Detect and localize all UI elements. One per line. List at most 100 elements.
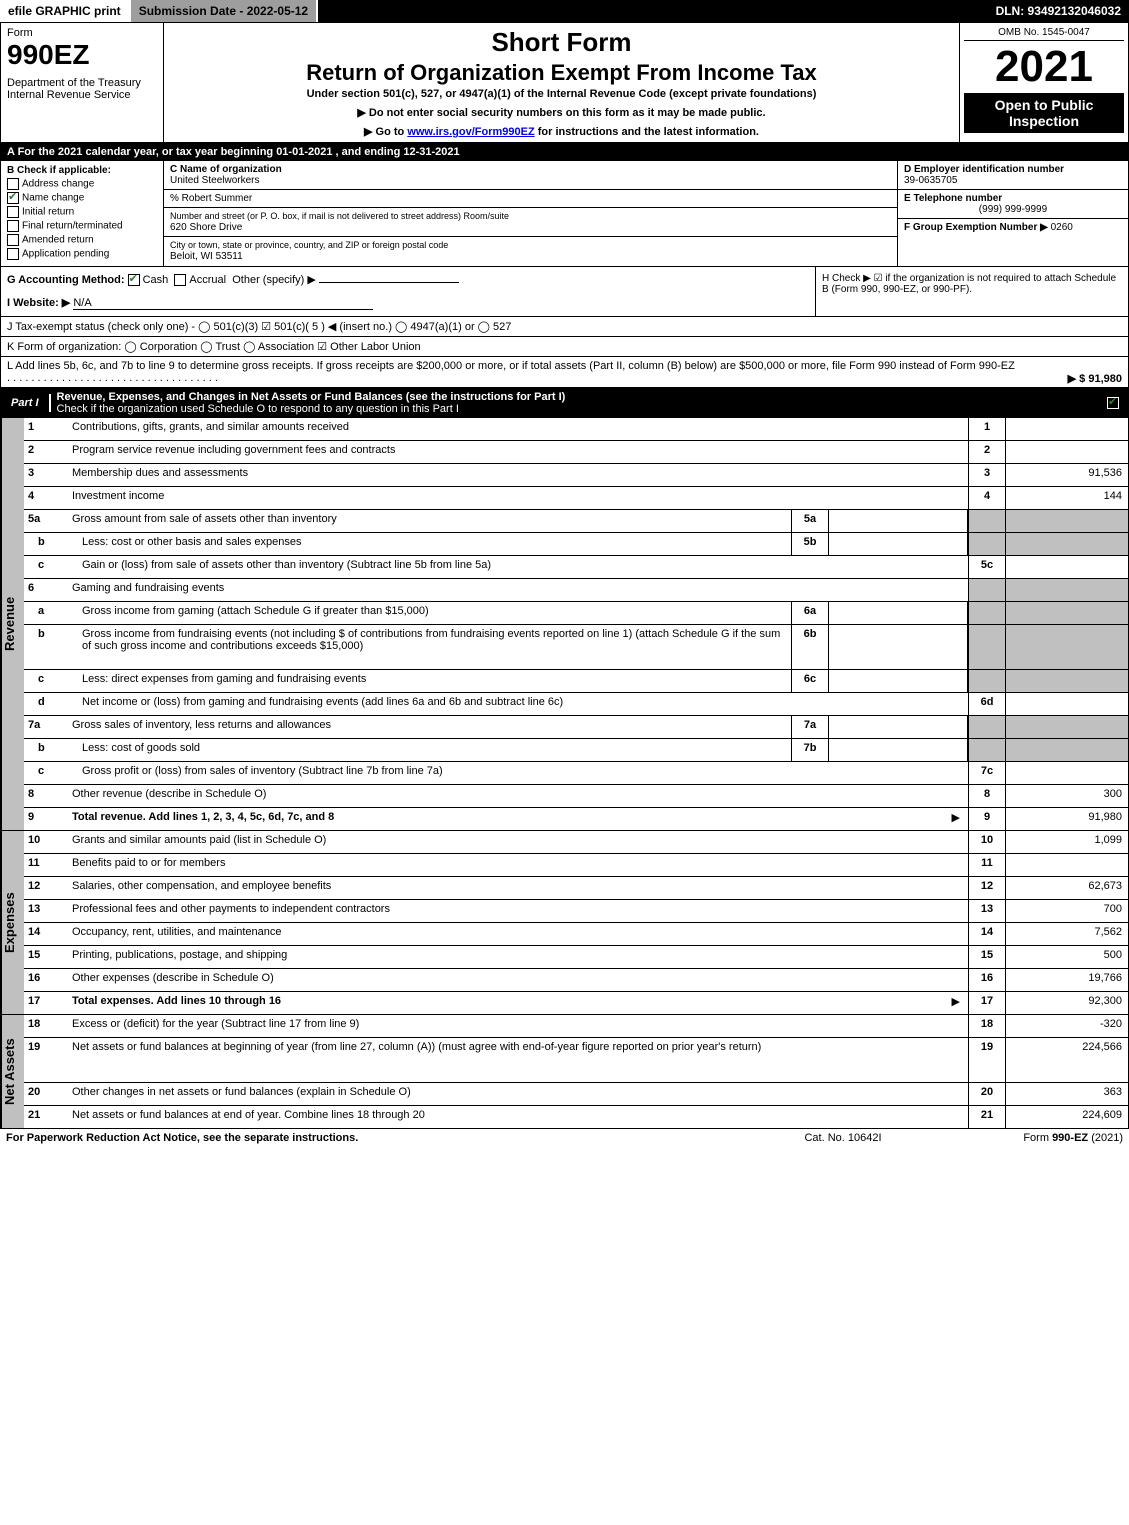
mid-line-number: 7b [791, 739, 829, 761]
right-line-value [1005, 533, 1128, 555]
right-line-value [1005, 716, 1128, 738]
efile-label[interactable]: efile GRAPHIC print [0, 0, 131, 22]
line-row: 18Excess or (deficit) for the year (Subt… [24, 1015, 1128, 1038]
footer-left: For Paperwork Reduction Act Notice, see … [6, 1132, 743, 1144]
checkbox[interactable] [7, 220, 19, 232]
checkbox[interactable] [7, 192, 19, 204]
checkbox[interactable] [7, 206, 19, 218]
line-number: 17 [24, 992, 68, 1014]
group-value: 0260 [1051, 222, 1073, 233]
group-label: F Group Exemption Number ▶ [904, 222, 1048, 233]
right-line-number: 4 [968, 487, 1005, 509]
right-line-value [1005, 556, 1128, 578]
checkbox[interactable] [7, 234, 19, 246]
line-l-text: L Add lines 5b, 6c, and 7b to line 9 to … [7, 360, 1015, 372]
line-description: Salaries, other compensation, and employ… [68, 877, 968, 899]
right-line-value: 500 [1005, 946, 1128, 968]
right-line-value [1005, 739, 1128, 761]
right-line-value: 91,536 [1005, 464, 1128, 486]
line-number: 9 [24, 808, 68, 830]
arrow-icon: ▶ [952, 811, 960, 824]
line-number: a [24, 602, 78, 624]
right-line-number: 14 [968, 923, 1005, 945]
right-line-number: 2 [968, 441, 1005, 463]
mid-line-value [829, 670, 968, 692]
line-row: 11Benefits paid to or for members11 [24, 854, 1128, 877]
line-description: Less: cost or other basis and sales expe… [78, 533, 791, 555]
line-description: Occupancy, rent, utilities, and maintena… [68, 923, 968, 945]
right-line-value [1005, 510, 1128, 532]
line-row: bGross income from fundraising events (n… [24, 625, 1128, 670]
line-number: 12 [24, 877, 68, 899]
line-description: Net assets or fund balances at beginning… [68, 1038, 968, 1082]
form-header: Form 990EZ Department of the Treasury In… [1, 23, 1128, 143]
mid-line-number: 5a [791, 510, 829, 532]
checkbox[interactable] [7, 178, 19, 190]
expenses-rows: 10Grants and similar amounts paid (list … [24, 831, 1128, 1014]
schedule-o-checkbox[interactable] [1107, 397, 1119, 409]
header-mid: Short Form Return of Organization Exempt… [164, 23, 960, 142]
right-line-number: 17 [968, 992, 1005, 1014]
box-b: B Check if applicable: Address changeNam… [1, 161, 164, 266]
line-row: 19Net assets or fund balances at beginni… [24, 1038, 1128, 1083]
line-row: cGross profit or (loss) from sales of in… [24, 762, 1128, 785]
accrual-checkbox[interactable] [174, 274, 186, 286]
line-row: 6Gaming and fundraising events [24, 579, 1128, 602]
tax-year: 2021 [964, 45, 1124, 89]
right-line-number [968, 625, 1005, 669]
cash-checkbox[interactable] [128, 274, 140, 286]
mid-line-value [829, 533, 968, 555]
right-line-number: 20 [968, 1083, 1005, 1105]
right-line-number: 11 [968, 854, 1005, 876]
line-g: G Accounting Method: Cash Accrual Other … [1, 267, 815, 316]
line-row: cGain or (loss) from sale of assets othe… [24, 556, 1128, 579]
part-1-title-text: Revenue, Expenses, and Changes in Net As… [57, 391, 566, 403]
line-row: 7aGross sales of inventory, less returns… [24, 716, 1128, 739]
mid-line-number: 6a [791, 602, 829, 624]
checkbox[interactable] [7, 248, 19, 260]
right-line-number [968, 602, 1005, 624]
line-number: 3 [24, 464, 68, 486]
right-line-number: 16 [968, 969, 1005, 991]
footer-cat: Cat. No. 10642I [743, 1132, 943, 1144]
header-right: OMB No. 1545-0047 2021 Open to Public In… [960, 23, 1128, 142]
line-row: dNet income or (loss) from gaming and fu… [24, 693, 1128, 716]
line-row: aGross income from gaming (attach Schedu… [24, 602, 1128, 625]
accrual-label: Accrual [189, 274, 226, 286]
right-line-value: 19,766 [1005, 969, 1128, 991]
footer-right-post: (2021) [1088, 1132, 1123, 1144]
right-line-number: 3 [968, 464, 1005, 486]
form-word: Form [7, 27, 157, 39]
line-description: Less: direct expenses from gaming and fu… [78, 670, 791, 692]
part-1-header: Part I Revenue, Expenses, and Changes in… [1, 388, 1128, 418]
website-value: N/A [73, 297, 373, 310]
line-row: 17Total expenses. Add lines 10 through 1… [24, 992, 1128, 1014]
line-number: c [24, 762, 78, 784]
other-specify-line[interactable] [319, 282, 459, 283]
box-def: D Employer identification number 39-0635… [898, 161, 1128, 266]
line-description: Program service revenue including govern… [68, 441, 968, 463]
irs-link[interactable]: www.irs.gov/Form990EZ [407, 126, 534, 138]
checkbox-label: Final return/terminated [22, 221, 123, 232]
right-line-value: 144 [1005, 487, 1128, 509]
instruction-2: ▶ Go to www.irs.gov/Form990EZ for instru… [168, 125, 955, 138]
line-h: H Check ▶ ☑ if the organization is not r… [815, 267, 1128, 316]
netassets-rows: 18Excess or (deficit) for the year (Subt… [24, 1015, 1128, 1128]
line-description: Printing, publications, postage, and shi… [68, 946, 968, 968]
line-l-amount: ▶ $ 91,980 [1068, 372, 1122, 385]
box-b-item: Initial return [7, 206, 157, 218]
part-1-title: Revenue, Expenses, and Changes in Net As… [51, 388, 1101, 418]
box-b-item: Application pending [7, 248, 157, 260]
ein-value: 39-0635705 [904, 175, 957, 186]
right-line-number [968, 739, 1005, 761]
line-number: b [24, 625, 78, 669]
revenue-label: Revenue [1, 418, 24, 830]
line-description: Total expenses. Add lines 10 through 16▶ [68, 992, 968, 1014]
under-section: Under section 501(c), 527, or 4947(a)(1)… [168, 88, 955, 100]
tel-value: (999) 999-9999 [904, 204, 1122, 215]
instruction-1: ▶ Do not enter social security numbers o… [168, 106, 955, 119]
right-line-value [1005, 579, 1128, 601]
i-label: I Website: ▶ [7, 297, 70, 309]
page-footer: For Paperwork Reduction Act Notice, see … [0, 1129, 1129, 1147]
arrow-icon: ▶ [952, 995, 960, 1008]
